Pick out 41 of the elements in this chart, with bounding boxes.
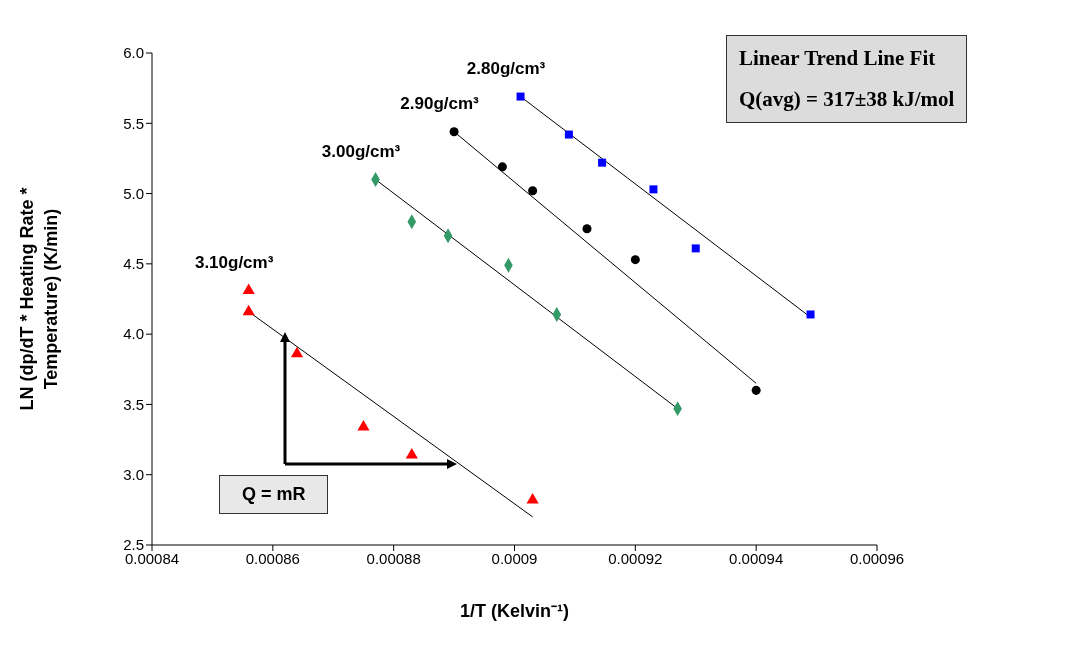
series-label: 3.10g/cm³ [194, 253, 274, 273]
point [497, 162, 507, 172]
point [526, 493, 539, 504]
annotation: Q(avg) = 317±38 kJ/mol [739, 87, 955, 112]
x-tick-label: 0.00088 [366, 549, 421, 567]
annotation: Q = mR [218, 475, 329, 515]
y-tick-label: 4.0 [123, 325, 144, 343]
y-tick-label: 5.5 [123, 114, 144, 132]
point [564, 130, 573, 139]
series-label: 3.00g/cm³ [321, 142, 401, 161]
annotation: Linear Trend Line Fit [739, 46, 937, 71]
note-box: Linear Trend Line Fit Q(avg) = 317±38 kJ/mol [726, 35, 968, 123]
point [242, 283, 255, 295]
point [528, 186, 538, 196]
x-tick-label: 0.00086 [245, 549, 300, 567]
series-label: 2.90g/cm³ [400, 94, 480, 114]
y-tick-label: 3.5 [123, 395, 144, 413]
point [242, 304, 255, 316]
point [598, 158, 607, 167]
point [357, 419, 370, 431]
y-axis-title: LN (dp/dT * Heating Rate * Temperature) (K/min) [15, 149, 65, 449]
y-tick-label: 3.0 [123, 466, 144, 484]
y-tick-label: 5.0 [123, 184, 144, 202]
x-axis-title: 1/T (Kelvin⁻¹) [459, 600, 570, 622]
point [806, 310, 815, 319]
x-tick-label: 0.00094 [729, 549, 784, 567]
y-tick-label: 4.5 [123, 255, 144, 273]
x-tick-label: 0.0009 [491, 549, 538, 567]
point [516, 92, 525, 101]
point [582, 224, 592, 234]
x-tick-label: 0.00096 [849, 549, 905, 567]
point [691, 244, 700, 253]
point [290, 346, 304, 358]
point [449, 127, 459, 137]
point [751, 385, 761, 395]
point [405, 448, 418, 459]
x-tick-label: 0.00092 [608, 549, 663, 567]
series-label: 2.80g/cm³ [466, 59, 546, 79]
point [649, 185, 658, 194]
y-tick-label: 6.0 [123, 44, 144, 62]
point [630, 255, 640, 265]
